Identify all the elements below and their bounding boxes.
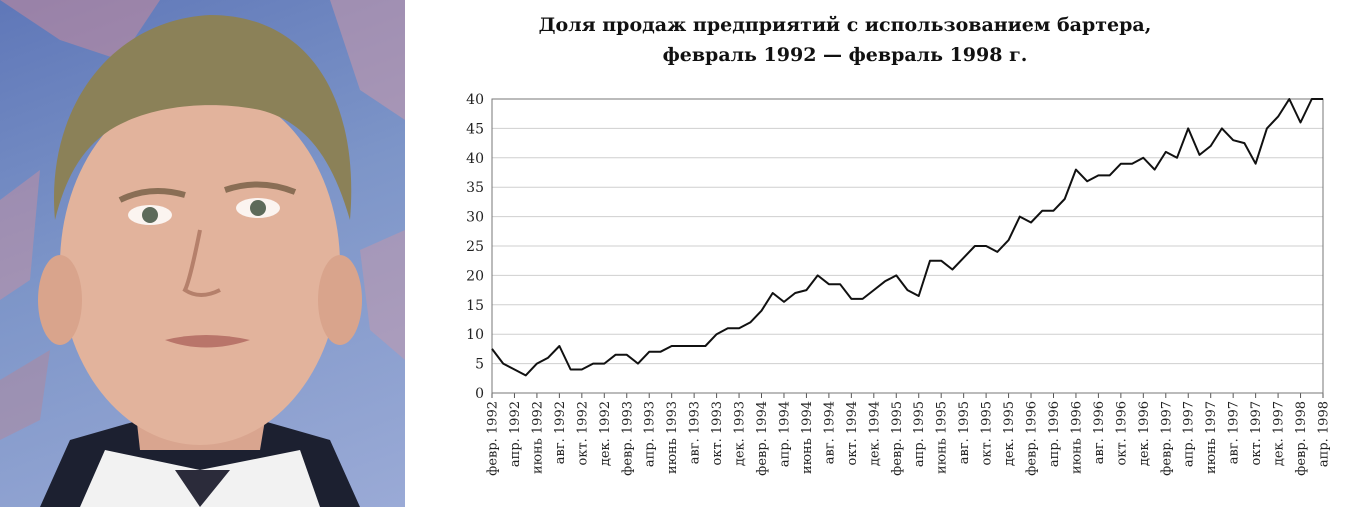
x-tick-label: апр. 1996 bbox=[1047, 401, 1062, 467]
series-line-barter-share bbox=[491, 98, 1323, 377]
x-tick-label: апр. 1995 bbox=[912, 401, 927, 467]
gridlines bbox=[492, 98, 1323, 394]
y-tick-label: 30 bbox=[466, 210, 484, 226]
x-tick-label: окт. 1994 bbox=[845, 401, 860, 466]
x-tick-label: дек. 1994 bbox=[867, 401, 882, 466]
x-tick-label: июнь 1997 bbox=[1204, 401, 1219, 474]
x-axis-ticks: февр. 1992 апр. 1992 июнь 1992 авг. 1992 окт… bbox=[486, 393, 1332, 476]
x-tick-label: окт. 1992 bbox=[575, 401, 590, 466]
y-tick-label: 10 bbox=[466, 327, 484, 343]
y-tick-label: 45 bbox=[466, 121, 484, 137]
x-tick-label: февр. 1996 bbox=[1025, 401, 1040, 476]
x-tick-label: апр. 1993 bbox=[643, 401, 658, 467]
chart-title-block: Доля продаж предприятий с использованием… bbox=[485, 10, 1205, 70]
x-tick-label: июнь 1993 bbox=[665, 401, 680, 474]
portrait-illustration-icon bbox=[0, 0, 405, 507]
x-tick-label: апр. 1998 bbox=[1317, 401, 1332, 467]
x-tick-label: февр. 1997 bbox=[1159, 401, 1174, 476]
chart-title: Доля продаж предприятий с использованием… bbox=[538, 14, 1152, 36]
y-tick-label: 15 bbox=[466, 298, 484, 314]
x-tick-label: апр. 1994 bbox=[778, 401, 793, 467]
chart-subtitle: февраль 1992 — февраль 1998 г. bbox=[662, 44, 1028, 66]
x-tick-label: февр. 1994 bbox=[755, 401, 770, 476]
x-tick-label: дек. 1993 bbox=[733, 401, 748, 466]
x-tick-label: окт. 1997 bbox=[1249, 401, 1264, 466]
x-tick-label: авг. 1992 bbox=[553, 401, 568, 464]
chart-panel: Доля продаж предприятий с использованием… bbox=[405, 0, 1360, 507]
y-tick-label: 25 bbox=[466, 239, 484, 255]
x-tick-label: авг. 1993 bbox=[688, 401, 703, 464]
plot-frame bbox=[491, 98, 1324, 394]
x-tick-label: окт. 1993 bbox=[710, 401, 725, 466]
x-tick-label: апр. 1992 bbox=[508, 401, 523, 467]
y-tick-label: 20 bbox=[466, 268, 484, 284]
x-tick-label: авг. 1997 bbox=[1227, 401, 1242, 464]
y-tick-label: 40 bbox=[466, 92, 484, 108]
x-tick-label: июнь 1996 bbox=[1069, 401, 1084, 474]
x-tick-label: авг. 1994 bbox=[822, 401, 837, 464]
x-tick-label: авг. 1995 bbox=[957, 401, 972, 464]
x-tick-label: окт. 1995 bbox=[980, 401, 995, 466]
x-tick-label: дек. 1997 bbox=[1272, 401, 1287, 466]
x-tick-label: июнь 1995 bbox=[935, 401, 950, 474]
x-tick-label: июнь 1994 bbox=[800, 401, 815, 474]
y-tick-label: 5 bbox=[475, 357, 484, 373]
x-tick-label: февр. 1992 bbox=[486, 401, 501, 476]
y-axis-ticks: 0 5 10 15 20 25 30 35 40 45 40 bbox=[466, 92, 484, 402]
x-tick-label: дек. 1996 bbox=[1137, 401, 1152, 466]
y-tick-label: 35 bbox=[466, 180, 484, 196]
portrait-photo bbox=[0, 0, 405, 507]
x-tick-label: дек. 1995 bbox=[1002, 401, 1017, 466]
x-tick-label: февр. 1993 bbox=[620, 401, 635, 476]
x-tick-label: окт. 1996 bbox=[1114, 401, 1129, 466]
x-tick-label: апр. 1997 bbox=[1182, 401, 1197, 467]
x-tick-label: дек. 1992 bbox=[598, 401, 613, 466]
x-tick-label: февр. 1998 bbox=[1294, 401, 1309, 476]
x-tick-label: февр. 1995 bbox=[890, 401, 905, 476]
x-tick-label: авг. 1996 bbox=[1092, 401, 1107, 464]
x-tick-label: июнь 1992 bbox=[530, 401, 545, 474]
y-tick-label: 0 bbox=[475, 386, 484, 402]
y-tick-label: 40 bbox=[466, 151, 484, 167]
barter-line-chart: 0 5 10 15 20 25 30 35 40 45 40 февр. 1992 апр. 1992… bbox=[466, 92, 1332, 476]
